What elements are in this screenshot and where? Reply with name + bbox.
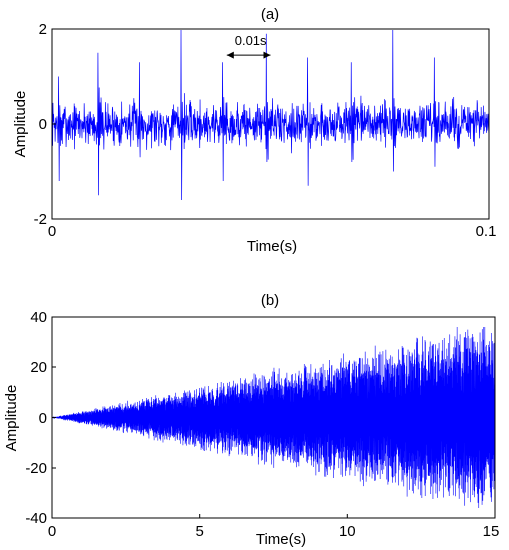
panel-b-ytick-label: 40 [30,309,47,326]
panel-b-y-axis-label: Amplitude [3,385,20,452]
period-annotation-label: 0.01s [235,33,267,48]
panel-a-title: (a) [261,6,279,23]
panel-b-ytick-label: -20 [25,460,47,477]
panel-a-xtick-label: 0 [48,223,56,240]
panel-a-ytick-label: -2 [34,211,47,228]
panel-a: (a) 2 0 -2 0 0.1 Time(s) Amplitude 0.01s [12,6,496,255]
panel-a-series-line [51,29,490,201]
panel-a-signal-trace [51,29,490,201]
period-arrow-head-right [263,51,271,59]
panel-b-signal-trace [51,327,496,508]
panel-b-title: (b) [261,292,279,309]
panel-a-period-annotation: 0.01s [226,33,271,59]
panel-b-xtick-label: 0 [48,523,56,540]
panel-b-ytick-label: 0 [39,410,47,427]
panel-a-ytick-label: 0 [39,116,47,133]
panel-b: (b) 40 20 0 -20 -40 0 5 10 15 Time(s) Am… [3,292,499,548]
period-arrow-head-left [226,51,234,59]
panel-a-ytick-label: 2 [39,21,47,38]
panel-b-ytick-label: 20 [30,359,47,376]
panel-a-xtick-label: 0.1 [476,223,497,240]
panel-b-x-axis-label: Time(s) [256,531,306,548]
panel-b-xtick-label: 15 [483,523,500,540]
panel-b-series-line [51,327,496,508]
panel-b-ytick-label: -40 [25,510,47,527]
panel-a-y-axis-label: Amplitude [12,91,29,158]
panel-a-x-axis-label: Time(s) [247,238,297,255]
panel-b-xtick-label: 5 [196,523,204,540]
panel-b-xtick-label: 10 [339,523,356,540]
